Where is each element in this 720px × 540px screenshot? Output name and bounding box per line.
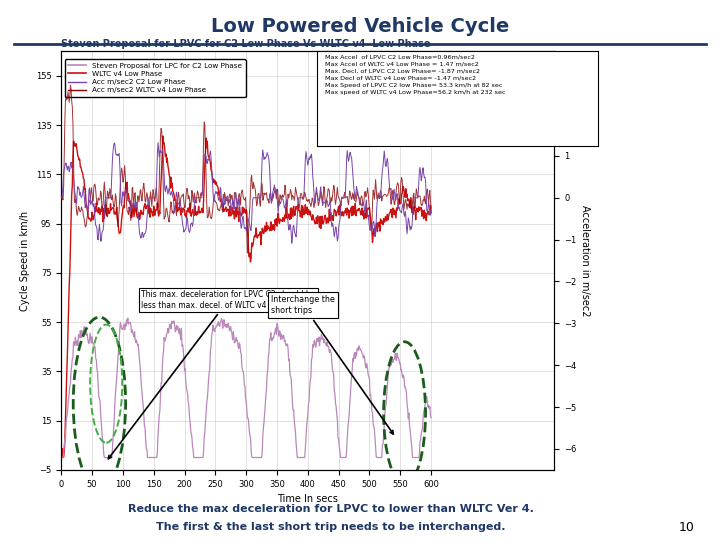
Y-axis label: Cycle Speed in km/h: Cycle Speed in km/h	[20, 211, 30, 310]
Text: Interchange the
short trips: Interchange the short trips	[271, 295, 393, 434]
Y-axis label: Acceleration in m/sec2: Acceleration in m/sec2	[580, 205, 590, 316]
X-axis label: Time In secs: Time In secs	[277, 494, 338, 504]
Text: Max Accel  of LPVC C2 Low Phase=0.96m/sec2
Max Accel of WLTC v4 Low Phase = 1.47: Max Accel of LPVC C2 Low Phase=0.96m/sec…	[325, 54, 505, 95]
Text: Low Powered Vehicle Cycle: Low Powered Vehicle Cycle	[211, 17, 509, 36]
Legend: Steven Proposal for LPC for C2 Low Phase, WLTC v4 Low Phase, Acc m/sec2 C2 Low P: Steven Proposal for LPC for C2 Low Phase…	[65, 59, 246, 97]
Text: Steven Proposal for LPVC for C2 Low Phase Vs WLTC v4  Low Phase: Steven Proposal for LPVC for C2 Low Phas…	[61, 39, 431, 49]
Text: 10: 10	[679, 521, 695, 534]
Text: Reduce the max deceleration for LPVC to lower than WLTC Ver 4.: Reduce the max deceleration for LPVC to …	[128, 504, 534, 514]
Text: The first & the last short trip needs to be interchanged.: The first & the last short trip needs to…	[156, 522, 506, 532]
Text: This max. deceleration for LPVC C2 should be
less than max. decel. of WLTC v4: This max. deceleration for LPVC C2 shoul…	[109, 290, 316, 458]
